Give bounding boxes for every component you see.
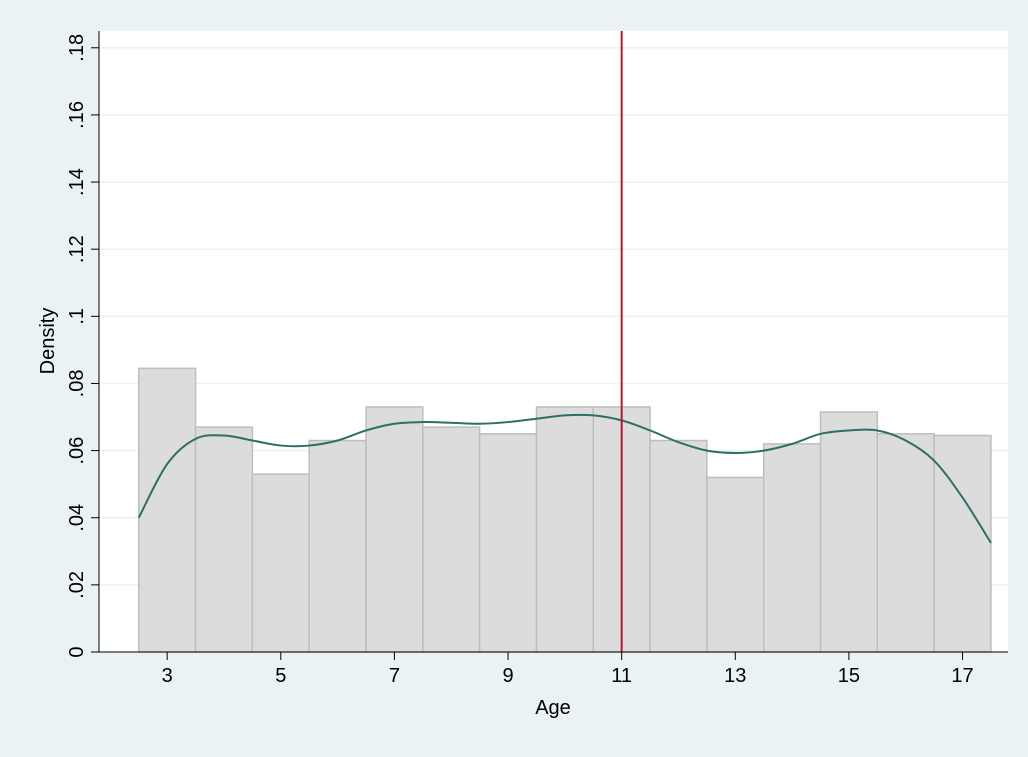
histogram-bar	[933, 434, 992, 653]
histogram-bar	[365, 406, 424, 653]
density-curve	[137, 413, 992, 544]
histogram-bar	[535, 406, 595, 653]
x-tick-label: 5	[275, 665, 286, 687]
x-tick-label: 17	[951, 665, 973, 687]
histogram-bar	[819, 411, 879, 653]
y-axis-ticks: 0 .02 .04 .06 .08 .1 .12 .14 .16 .18	[66, 34, 99, 658]
x-tick-label: 7	[389, 665, 400, 687]
histogram-bar	[194, 426, 254, 653]
histogram-bar	[706, 476, 765, 653]
x-axis-ticks: 3 5 7 9 11 13 15 17	[162, 652, 974, 687]
histogram-bar	[649, 439, 708, 653]
histogram-bar	[478, 433, 538, 653]
y-tick-label: .18	[66, 34, 88, 62]
y-tick-label: .06	[66, 437, 88, 465]
x-tick-label: 3	[162, 665, 173, 687]
histogram-bar	[422, 426, 481, 653]
x-axis-title: Age	[535, 697, 571, 719]
y-tick-label: .16	[66, 101, 88, 129]
histogram-bar	[762, 443, 822, 653]
y-tick-label: .1	[66, 308, 88, 325]
y-tick-label: .14	[66, 168, 88, 196]
x-tick-label: 11	[611, 665, 632, 687]
y-tick-label: .04	[66, 504, 88, 532]
y-axis-title: Density	[37, 308, 59, 375]
y-tick-label: .08	[66, 370, 88, 398]
x-tick-label: 9	[502, 665, 513, 687]
histogram-bars	[138, 367, 992, 653]
y-tick-label: 0	[66, 646, 88, 657]
y-tick-label: .12	[66, 235, 88, 263]
histogram-bar	[251, 473, 310, 653]
histogram-bar	[876, 433, 935, 653]
histogram-bar	[308, 439, 367, 653]
y-tick-label: .02	[66, 571, 88, 599]
x-tick-label: 13	[724, 665, 746, 687]
x-tick-label: 15	[838, 665, 860, 687]
histogram-bar	[138, 367, 197, 653]
